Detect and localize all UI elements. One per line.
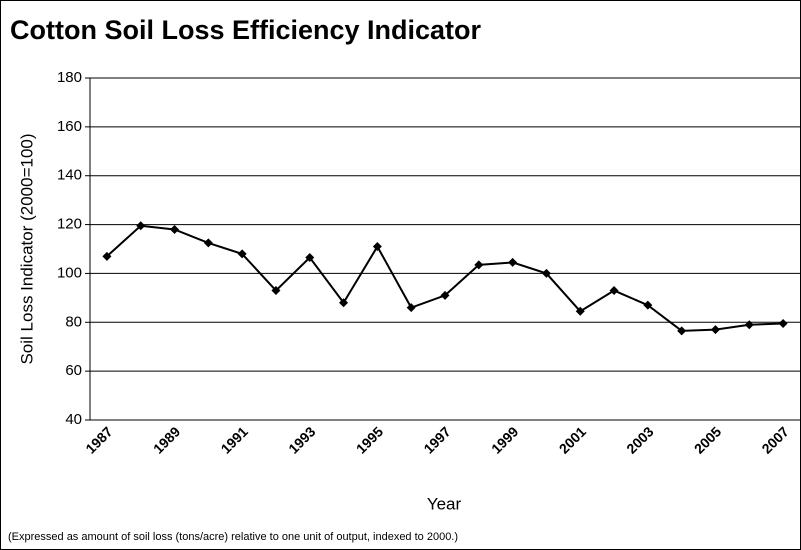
marker [541,268,551,278]
marker [339,298,349,308]
marker [609,286,619,296]
y-tick-label: 80 [65,313,82,330]
footnote: (Expressed as amount of soil loss (tons/… [8,531,458,543]
marker [710,325,720,335]
marker [305,253,315,263]
marker [778,319,788,329]
marker [440,290,450,300]
marker [102,251,112,261]
y-tick-label: 60 [65,362,82,379]
marker [237,249,247,259]
marker [406,303,416,313]
marker [744,320,754,330]
y-tick-label: 160 [57,118,82,135]
marker [136,221,146,231]
marker [643,300,653,310]
marker [508,257,518,267]
marker [170,224,180,234]
marker [203,238,213,248]
marker [271,286,281,296]
marker [677,326,687,336]
y-tick-label: 120 [57,216,82,233]
chart-title: Cotton Soil Loss Efficiency Indicator [10,15,482,45]
marker [474,260,484,270]
x-axis-label: Year [427,494,462,513]
y-tick-label: 40 [65,411,82,428]
marker [575,306,585,316]
y-tick-label: 100 [57,264,82,281]
y-tick-label: 180 [57,69,82,86]
y-tick-label: 140 [57,167,82,184]
y-axis-label: Soil Loss Indicator (2000=100) [17,133,36,364]
marker [372,242,382,252]
